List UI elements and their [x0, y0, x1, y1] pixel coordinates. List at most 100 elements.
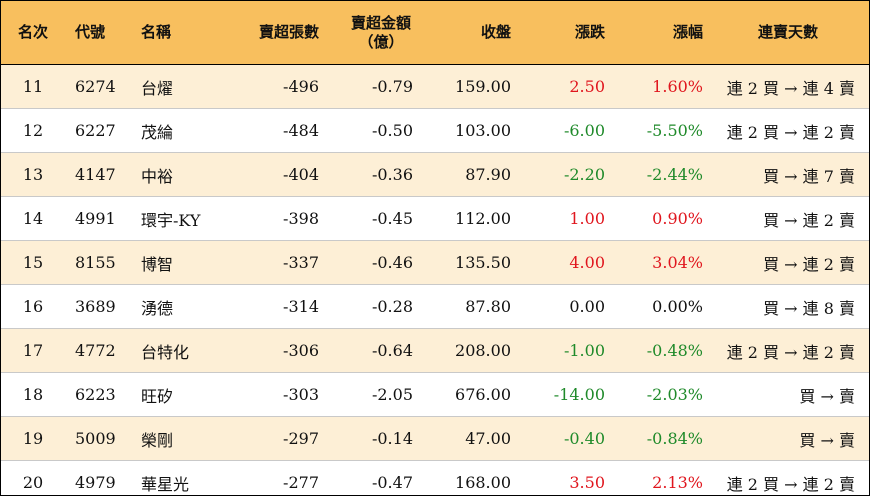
header-rank: 名次 [1, 1, 65, 65]
rank-cell: 16 [1, 284, 65, 329]
table-row: 18 6223 旺矽 -303 -2.05 676.00 -14.00 -2.03% 買 → 賣 [1, 372, 869, 417]
code-cell: 6274 [65, 64, 135, 109]
header-net-amount-line1: 賣超金額 [350, 13, 411, 32]
rank-cell: 18 [1, 372, 65, 417]
header-row: 名次 代號 名稱 賣超張數 賣超金額 （億） 收盤 漲跌 漲幅 連賣天數 [1, 1, 869, 65]
code-cell: 4979 [65, 460, 135, 495]
code-cell: 4147 [65, 152, 135, 197]
pct-cell: -2.03% [615, 372, 707, 417]
pct-cell: 2.13% [615, 460, 707, 495]
net-amount-cell: -0.47 [331, 460, 431, 495]
code-cell: 5009 [65, 416, 135, 461]
streak-cell: 買 → 連 8 賣 [707, 284, 869, 329]
rank-cell: 14 [1, 196, 65, 241]
change-cell: 4.00 [523, 240, 615, 285]
rank-cell: 11 [1, 64, 65, 109]
table-row: 12 6227 茂綸 -484 -0.50 103.00 -6.00 -5.50% 連 2 買 … [1, 108, 869, 153]
streak-cell: 買 → 連 2 賣 [707, 240, 869, 285]
streak-cell: 連 2 買 → 連 2 賣 [707, 108, 869, 153]
name-cell: 博智 [135, 240, 219, 285]
streak-cell: 連 2 買 → 連 2 賣 [707, 460, 869, 495]
name-cell: 台特化 [135, 328, 219, 373]
pct-cell: 0.00% [615, 284, 707, 329]
header-close: 收盤 [431, 1, 523, 65]
name-cell: 華星光 [135, 460, 219, 495]
table-row: 16 3689 湧德 -314 -0.28 87.80 0.00 0.00% 買 → 連 8 賣 [1, 284, 869, 329]
streak-cell: 連 2 買 → 連 4 賣 [707, 64, 869, 109]
net-lots-cell: -404 [219, 152, 331, 197]
net-lots-cell: -314 [219, 284, 331, 329]
change-cell: -0.40 [523, 416, 615, 461]
name-cell: 榮剛 [135, 416, 219, 461]
net-amount-cell: -0.36 [331, 152, 431, 197]
net-lots-cell: -306 [219, 328, 331, 373]
name-cell: 湧德 [135, 284, 219, 329]
net-amount-cell: -0.28 [331, 284, 431, 329]
change-cell: -1.00 [523, 328, 615, 373]
rank-cell: 19 [1, 416, 65, 461]
name-cell: 旺矽 [135, 372, 219, 417]
code-cell: 4772 [65, 328, 135, 373]
net-lots-cell: -297 [219, 416, 331, 461]
table-row: 20 4979 華星光 -277 -0.47 168.00 3.50 2.13% 連 2 買 →… [1, 460, 869, 495]
close-cell: 135.50 [431, 240, 523, 285]
rank-cell: 12 [1, 108, 65, 153]
streak-cell: 買 → 賣 [707, 416, 869, 461]
change-cell: 1.00 [523, 196, 615, 241]
close-cell: 112.00 [431, 196, 523, 241]
code-cell: 6227 [65, 108, 135, 153]
rank-cell: 15 [1, 240, 65, 285]
pct-cell: -0.48% [615, 328, 707, 373]
net-amount-cell: -0.14 [331, 416, 431, 461]
net-lots-cell: -303 [219, 372, 331, 417]
change-cell: -14.00 [523, 372, 615, 417]
table-row: 15 8155 博智 -337 -0.46 135.50 4.00 3.04% 買 → 連 2 … [1, 240, 869, 285]
net-amount-cell: -0.46 [331, 240, 431, 285]
net-amount-cell: -0.79 [331, 64, 431, 109]
streak-cell: 買 → 連 7 賣 [707, 152, 869, 197]
change-cell: 2.50 [523, 64, 615, 109]
header-pct: 漲幅 [615, 1, 707, 65]
code-cell: 3689 [65, 284, 135, 329]
pct-cell: -2.44% [615, 152, 707, 197]
name-cell: 茂綸 [135, 108, 219, 153]
header-net-lots: 賣超張數 [219, 1, 331, 65]
net-lots-cell: -398 [219, 196, 331, 241]
net-lots-cell: -337 [219, 240, 331, 285]
table-row: 13 4147 中裕 -404 -0.36 87.90 -2.20 -2.44% 買 → 連 7… [1, 152, 869, 197]
header-streak: 連賣天數 [707, 1, 869, 65]
close-cell: 159.00 [431, 64, 523, 109]
close-cell: 676.00 [431, 372, 523, 417]
change-cell: 3.50 [523, 460, 615, 495]
pct-cell: 3.04% [615, 240, 707, 285]
header-change: 漲跌 [523, 1, 615, 65]
rank-cell: 17 [1, 328, 65, 373]
rank-cell: 13 [1, 152, 65, 197]
close-cell: 87.80 [431, 284, 523, 329]
name-cell: 環宇-KY [135, 196, 219, 241]
pct-cell: -5.50% [615, 108, 707, 153]
close-cell: 47.00 [431, 416, 523, 461]
name-cell: 台燿 [135, 64, 219, 109]
change-cell: -2.20 [523, 152, 615, 197]
net-amount-cell: -0.45 [331, 196, 431, 241]
code-cell: 8155 [65, 240, 135, 285]
streak-cell: 買 → 賣 [707, 372, 869, 417]
net-amount-cell: -2.05 [331, 372, 431, 417]
change-cell: 0.00 [523, 284, 615, 329]
code-cell: 6223 [65, 372, 135, 417]
net-lots-cell: -484 [219, 108, 331, 153]
pct-cell: -0.84% [615, 416, 707, 461]
streak-cell: 連 2 買 → 連 2 賣 [707, 328, 869, 373]
net-lots-cell: -496 [219, 64, 331, 109]
close-cell: 168.00 [431, 460, 523, 495]
name-cell: 中裕 [135, 152, 219, 197]
table-row: 14 4991 環宇-KY -398 -0.45 112.00 1.00 0.90% 買 → 連… [1, 196, 869, 241]
table-row: 11 6274 台燿 -496 -0.79 159.00 2.50 1.60% 連 2 買 → … [1, 64, 869, 109]
table-row: 19 5009 榮剛 -297 -0.14 47.00 -0.40 -0.84% 買 → 賣 [1, 416, 869, 461]
header-name: 名稱 [135, 1, 219, 65]
pct-cell: 1.60% [615, 64, 707, 109]
code-cell: 4991 [65, 196, 135, 241]
pct-cell: 0.90% [615, 196, 707, 241]
